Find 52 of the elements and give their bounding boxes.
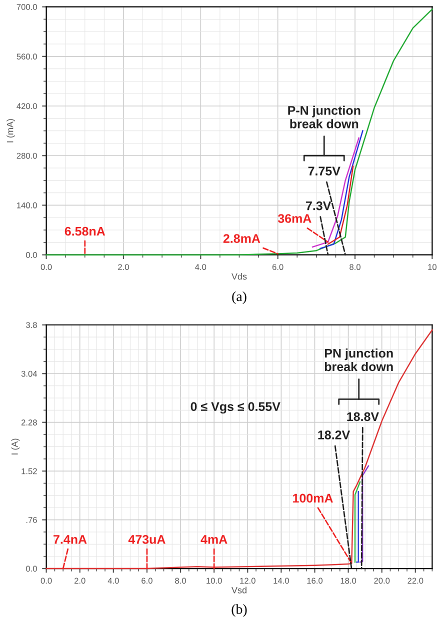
x-axis-title: Vds [232,273,247,280]
x-tick-label: 10.0 [206,578,222,584]
y-tick-label: 0.0 [26,566,37,572]
annotation: 18.8V [347,412,379,422]
text: (b) [232,604,247,617]
x-tick-label: 14.0 [274,578,289,584]
x-tick-label: 4.0 [108,578,119,584]
y-tick-label: 560.0 [16,54,37,60]
annotation: 2.8mA [223,234,260,243]
annotation: PN junction break down [324,348,393,372]
x-tick-label: 2.0 [118,264,129,270]
y-tick-label: 700.0 [16,4,37,10]
annotation: 6.58nA [64,226,106,236]
annotation: P-N junction break down [288,106,360,128]
y-tick-label: 3.04 [21,370,38,377]
x-tick-label: 2.0 [74,578,86,584]
y-axis-title: I (mA) [6,119,16,142]
x-axis-title: Vsd [232,586,246,594]
annotation: 7.75V [308,166,340,176]
x-tick-label: 6.0 [272,264,284,270]
annotation: 7.3V [306,201,332,210]
line-series [359,465,370,563]
annotation: 100mA [293,494,333,503]
annotation: 18.2V [318,430,350,440]
y-tick-label: 1.52 [22,468,37,474]
x-tick-label: 8.0 [350,264,360,270]
annotation: 7.4nA [54,535,87,544]
x-tick-label: 10 [428,264,436,270]
x-tick-label: 22.0 [408,578,424,584]
x-tick-label: 0.0 [40,264,52,270]
annotation: 0 ≤ Vgs ≤ 0.55V [190,402,280,414]
annotation: 4mA [200,535,228,544]
x-tick-label: 20.0 [374,578,390,584]
x-tick-label: 18.0 [340,578,356,584]
x-tick-label: 12.0 [240,578,256,584]
y-tick-label: 2.28 [21,420,37,426]
x-tick-label: 16.0 [307,578,323,584]
annotation: 36mA [278,214,312,223]
y-tick-label: .76 [26,517,37,523]
annotation: 473uA [128,534,166,544]
x-tick-label: 4.0 [195,264,206,270]
y-tick-label: 3.8 [26,322,37,328]
x-tick-label: 0.0 [40,578,52,584]
y-tick-label: 420.0 [16,103,37,110]
y-tick-label: 140.0 [17,202,37,208]
y-axis-title: I (A) [11,438,20,454]
text: (a) [232,291,246,304]
y-tick-label: 280.0 [16,152,37,159]
y-tick-label: 0.0 [26,252,37,258]
line-series [46,8,433,256]
x-tick-label: 8.0 [175,578,186,584]
x-tick-label: 6.0 [142,578,152,584]
